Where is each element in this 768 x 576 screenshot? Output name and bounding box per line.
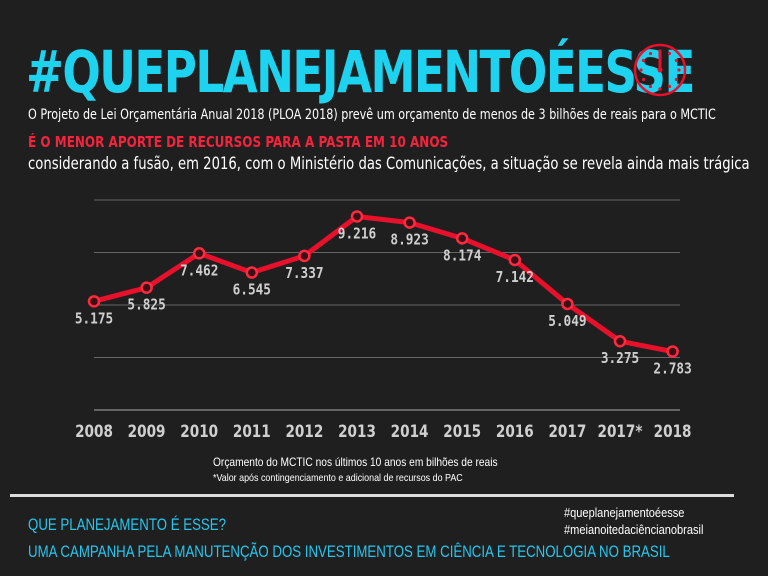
data-label: 6.545	[233, 282, 271, 299]
x-tick-label: 2017	[548, 422, 586, 442]
x-tick-label: 2009	[128, 422, 166, 442]
data-label: 2.783	[653, 361, 691, 378]
data-point	[508, 253, 522, 267]
page-title: #QUEPLANEJAMENTOÉESSE	[26, 38, 695, 106]
footer-campaign: UMA CAMPANHA PELA MANUTENÇÃO DOS INVESTI…	[28, 542, 670, 561]
x-tick-label: 2015	[443, 422, 481, 442]
divider	[10, 494, 734, 497]
data-label: 5.825	[127, 297, 165, 314]
data-label: 7.142	[496, 269, 534, 286]
data-label: 5.049	[548, 313, 586, 330]
clock-icon	[633, 43, 687, 97]
data-point	[666, 345, 679, 358]
chart-caption: Orçamento do MCTIC nos últimos 10 anos e…	[213, 454, 498, 486]
x-tick-label: 2017*	[598, 422, 643, 442]
data-label: 7.462	[180, 262, 218, 279]
data-label: 5.175	[75, 310, 113, 327]
hashtag-2: #meianoitedaciêncianobrasil	[564, 522, 704, 537]
data-point	[403, 216, 416, 229]
data-label: 8.923	[390, 232, 428, 249]
x-tick-label: 2012	[285, 422, 323, 442]
hashtag-1: #queplanejamentoéesse	[564, 505, 685, 520]
data-point	[613, 334, 627, 348]
x-tick-label: 2013	[338, 422, 376, 442]
data-label: 9.216	[338, 226, 376, 243]
x-tick-label: 2008	[75, 422, 113, 442]
subtitle-line-3: considerando a fusão, em 2016, com o Min…	[28, 154, 750, 173]
data-label: 7.337	[285, 265, 323, 282]
data-point	[561, 297, 574, 311]
data-point	[245, 266, 259, 279]
data-point	[298, 249, 311, 263]
footer-heading: QUE PLANEJAMENTO É ESSE?	[28, 515, 226, 534]
chart-title: Orçamento do MCTIC nos últimos 10 anos e…	[213, 455, 498, 469]
subtitle-line-2: É O MENOR APORTE DE RECURSOS PARA A PAST…	[28, 133, 449, 151]
line-chart: 5.175 2008 5.825 2009 7.462 2010 6.545 2011 7.33…	[75, 199, 692, 442]
series-line	[93, 213, 674, 355]
x-tick-label: 2018	[654, 422, 692, 442]
data-point	[192, 247, 206, 260]
subtitle-line-1: O Projeto de Lei Orçamentária Anual 2018…	[28, 107, 716, 123]
data-point	[140, 281, 153, 294]
x-tick-label: 2011	[233, 422, 271, 442]
chart-note: *Valor após contingenciamento e adiciona…	[213, 472, 463, 484]
x-tick-label: 2016	[496, 422, 534, 442]
data-point	[350, 210, 364, 223]
data-label: 8.174	[443, 247, 481, 264]
data-point	[87, 295, 101, 308]
x-tick-label: 2010	[180, 422, 218, 442]
data-label: 3.275	[601, 350, 639, 367]
data-point	[455, 232, 469, 245]
x-tick-label: 2014	[391, 422, 429, 442]
